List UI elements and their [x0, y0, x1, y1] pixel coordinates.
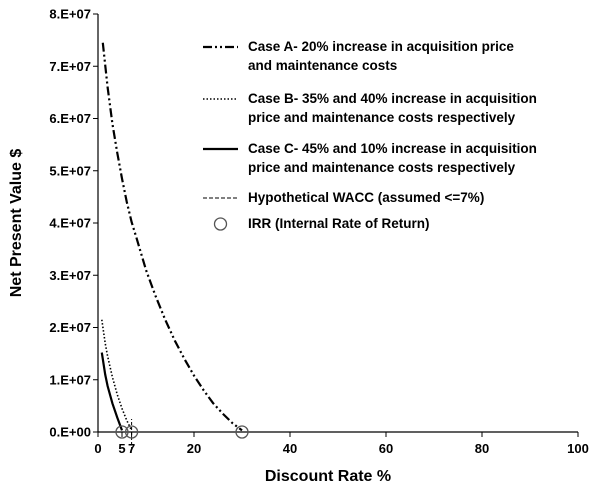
y-tick-label: 0.E+00 [49, 425, 91, 440]
legend-label: and maintenance costs [248, 58, 397, 73]
y-tick-label: 8.E+07 [49, 7, 91, 22]
series-line-2 [101, 319, 133, 431]
legend-label: Case C- 45% and 10% increase in acquisit… [248, 141, 537, 156]
axes: 0.E+00 1.E+07 2.E+07 3.E+07 4.E+07 5.E+07 6.E+… [49, 7, 588, 457]
series-lines [100, 42, 243, 450]
y-tick-label: 5.E+07 [49, 163, 91, 178]
x-tick-label: 100 [567, 441, 589, 456]
legend-item-3: Case C- 45% and 10% increase in acquisit… [203, 141, 537, 175]
x-tick-label: 20 [187, 441, 201, 456]
x-tick-label: 80 [475, 441, 489, 456]
y-tick-label: 6.E+07 [49, 111, 91, 126]
irr-markers [115, 425, 249, 439]
legend-label: price and maintenance costs respectively [248, 110, 516, 125]
y-axis-title: Net Present Value $ [8, 149, 25, 298]
x-tick-label: 0 [94, 441, 101, 456]
irr-marker [115, 425, 129, 439]
y-tick-label: 1.E+07 [49, 372, 91, 387]
x-axis-title: Discount Rate % [265, 468, 391, 485]
y-tick-label: 7.E+07 [49, 59, 91, 74]
legend-label: Hypothetical WACC (assumed <=7%) [248, 190, 484, 205]
legend: Case A- 20% increase in acquisition pric… [203, 39, 537, 231]
y-tick-label: 3.E+07 [49, 268, 91, 283]
irr-marker [235, 425, 249, 439]
irr-marker [124, 425, 139, 439]
y-tick-label: 2.E+07 [49, 320, 91, 335]
legend-swatch-irr [213, 217, 228, 231]
legend-item-4: Hypothetical WACC (assumed <=7%) [203, 190, 484, 205]
legend-label: Case B- 35% and 40% increase in acquisit… [248, 91, 537, 106]
legend-label: IRR (Internal Rate of Return) [248, 216, 430, 231]
legend-item-1: Case A- 20% increase in acquisition pric… [203, 39, 514, 73]
y-tick-label: 4.E+07 [49, 216, 91, 231]
legend-item-5: IRR (Internal Rate of Return) [213, 216, 430, 231]
x-special-tick-label: 5 [118, 441, 125, 456]
series-line-1 [101, 42, 243, 432]
legend-label: price and maintenance costs respectively [248, 160, 516, 175]
x-tick-label: 60 [379, 441, 393, 456]
legend-label: Case A- 20% increase in acquisition pric… [248, 39, 514, 54]
series-line-3 [100, 352, 124, 431]
legend-item-2: Case B- 35% and 40% increase in acquisit… [203, 91, 537, 125]
x-tick-label: 40 [283, 441, 297, 456]
